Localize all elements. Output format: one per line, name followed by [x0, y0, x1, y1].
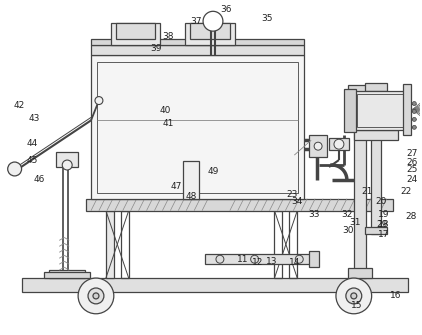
- Bar: [371, 91, 381, 234]
- Bar: [121, 211, 129, 278]
- Bar: [205, 254, 314, 264]
- Bar: [106, 211, 114, 278]
- Bar: [365, 83, 387, 91]
- Circle shape: [203, 11, 223, 31]
- Circle shape: [93, 293, 99, 299]
- Text: 45: 45: [27, 155, 38, 164]
- Text: 31: 31: [349, 218, 360, 227]
- Text: 34: 34: [292, 197, 303, 206]
- Text: 39: 39: [151, 45, 162, 54]
- Text: 21: 21: [361, 187, 372, 196]
- Bar: [357, 93, 406, 127]
- Text: 26: 26: [407, 157, 418, 166]
- Text: 17: 17: [378, 230, 390, 239]
- Bar: [91, 55, 304, 199]
- Bar: [354, 130, 398, 140]
- Bar: [185, 23, 235, 45]
- Circle shape: [295, 255, 303, 263]
- Bar: [44, 272, 90, 278]
- Circle shape: [62, 160, 72, 170]
- Text: 33: 33: [308, 210, 320, 219]
- Text: 42: 42: [14, 101, 25, 110]
- Circle shape: [88, 288, 104, 304]
- Bar: [309, 135, 327, 157]
- Text: 37: 37: [190, 17, 202, 26]
- Bar: [348, 268, 372, 278]
- Text: 20: 20: [375, 197, 386, 206]
- Bar: [22, 278, 408, 292]
- Bar: [183, 161, 199, 199]
- Circle shape: [95, 96, 103, 105]
- Text: 11: 11: [237, 255, 249, 264]
- Bar: [329, 138, 349, 150]
- Text: 36: 36: [220, 5, 232, 14]
- Text: 22: 22: [401, 187, 412, 196]
- Bar: [348, 85, 372, 94]
- Text: 49: 49: [207, 168, 219, 177]
- Bar: [56, 152, 78, 167]
- Text: 27: 27: [407, 149, 418, 158]
- Circle shape: [412, 125, 416, 129]
- Bar: [274, 211, 282, 278]
- Text: 38: 38: [162, 31, 174, 41]
- Bar: [289, 211, 297, 278]
- Bar: [91, 39, 304, 45]
- Bar: [354, 91, 408, 130]
- Bar: [49, 270, 85, 278]
- Circle shape: [412, 118, 416, 121]
- Text: 30: 30: [342, 226, 354, 235]
- Circle shape: [8, 162, 22, 176]
- Text: 23: 23: [287, 190, 298, 199]
- Bar: [309, 251, 319, 267]
- Bar: [97, 62, 298, 193]
- Bar: [111, 23, 160, 45]
- Text: 14: 14: [289, 258, 300, 267]
- Text: 40: 40: [160, 106, 171, 115]
- Circle shape: [336, 278, 372, 314]
- Bar: [116, 23, 155, 39]
- Text: 24: 24: [407, 176, 418, 184]
- Circle shape: [78, 278, 114, 314]
- Text: 15: 15: [351, 302, 362, 310]
- Circle shape: [251, 255, 259, 263]
- Text: 47: 47: [170, 182, 182, 191]
- Text: 18: 18: [378, 220, 390, 229]
- Text: 19: 19: [378, 210, 390, 219]
- Circle shape: [351, 293, 357, 299]
- Text: 16: 16: [390, 291, 401, 300]
- Bar: [344, 89, 356, 132]
- Bar: [190, 23, 230, 39]
- Circle shape: [334, 139, 344, 149]
- Circle shape: [412, 102, 416, 106]
- Bar: [91, 45, 304, 55]
- Text: 25: 25: [407, 165, 418, 175]
- Bar: [354, 94, 366, 278]
- Circle shape: [346, 288, 362, 304]
- Text: 43: 43: [29, 114, 40, 123]
- Bar: [365, 226, 387, 234]
- Text: 41: 41: [162, 119, 174, 128]
- Bar: [86, 199, 393, 211]
- Circle shape: [412, 110, 416, 114]
- Circle shape: [216, 255, 224, 263]
- Text: 35: 35: [262, 14, 273, 23]
- Text: 12: 12: [252, 258, 263, 267]
- Text: 32: 32: [341, 210, 352, 219]
- Text: 48: 48: [186, 192, 197, 201]
- Text: 13: 13: [266, 257, 277, 266]
- Text: 46: 46: [34, 176, 45, 184]
- Bar: [403, 84, 411, 135]
- Text: 28: 28: [406, 212, 417, 221]
- Text: 29: 29: [376, 220, 387, 229]
- Text: 44: 44: [27, 139, 38, 148]
- Circle shape: [314, 142, 322, 150]
